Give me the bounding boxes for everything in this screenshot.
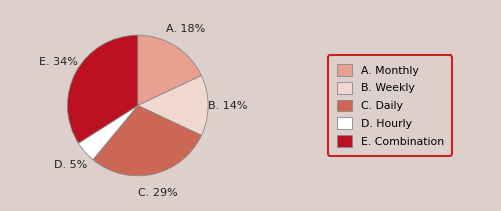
Wedge shape (78, 106, 138, 160)
Text: B. 14%: B. 14% (208, 100, 247, 111)
Wedge shape (93, 106, 201, 176)
Text: C. 29%: C. 29% (138, 188, 177, 198)
Text: A. 18%: A. 18% (166, 24, 205, 34)
Text: E. 34%: E. 34% (40, 57, 78, 67)
Wedge shape (68, 35, 138, 143)
Legend: A. Monthly, B. Weekly, C. Daily, D. Hourly, E. Combination: A. Monthly, B. Weekly, C. Daily, D. Hour… (328, 55, 452, 156)
Wedge shape (138, 76, 208, 135)
Wedge shape (138, 35, 201, 106)
Text: D. 5%: D. 5% (54, 160, 87, 170)
